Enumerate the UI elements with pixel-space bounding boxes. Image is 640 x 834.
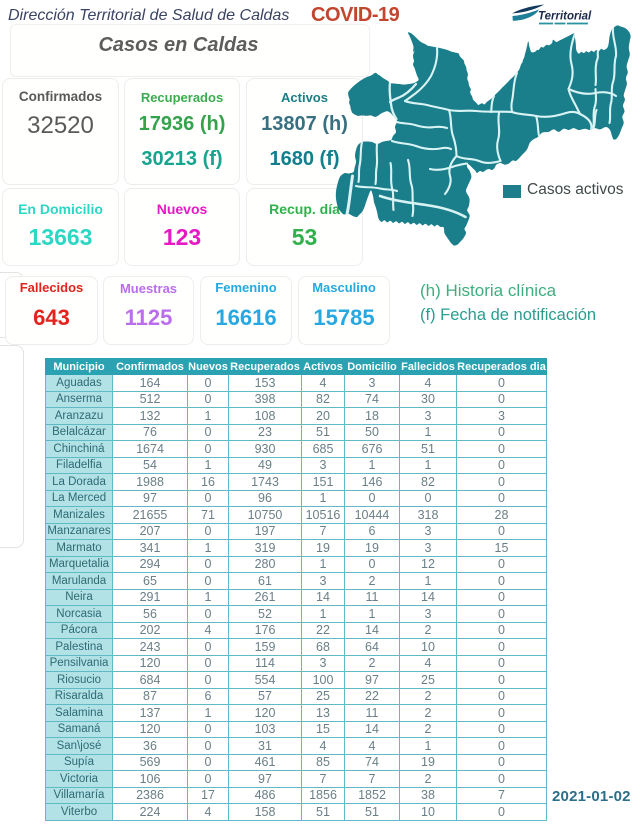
svg-text:Territorial: Territorial <box>538 11 592 23</box>
